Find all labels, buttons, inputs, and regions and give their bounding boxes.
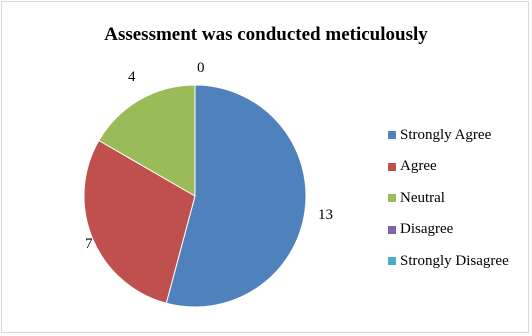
pie-slice-neutral	[98, 84, 196, 197]
legend-item-neutral: Neutral	[388, 189, 509, 207]
legend-label: Strongly Agree	[400, 126, 492, 143]
legend-swatch	[388, 257, 396, 265]
pie-slice-agree	[83, 139, 196, 304]
legend-swatch	[388, 162, 396, 171]
legend-label: Neutral	[400, 189, 445, 206]
chart-legend: Strongly Agree Agree Neutral Disagree Strong…	[388, 126, 509, 284]
legend-item-strongly-disagree: Strongly Disagree	[388, 252, 509, 270]
data-label-strongly-agree: 13	[318, 207, 333, 223]
legend-label: Agree	[400, 158, 437, 174]
legend-item-agree: Agree	[388, 158, 509, 176]
legend-label: Strongly Disagree	[400, 252, 509, 269]
legend-swatch	[388, 225, 396, 234]
chart-title: Assessment was conducted meticulously	[104, 24, 428, 45]
pie-slice-strongly-agree	[165, 84, 307, 308]
legend-swatch	[388, 194, 396, 202]
legend-item-strongly-agree: Strongly Agree	[388, 126, 509, 144]
data-label-neutral: 4	[128, 69, 136, 85]
data-label-disagree: 0	[197, 60, 205, 76]
legend-item-disagree: Disagree	[388, 221, 509, 239]
legend-swatch	[388, 131, 396, 139]
data-label-agree: 7	[85, 236, 93, 252]
legend-label: Disagree	[400, 221, 454, 237]
